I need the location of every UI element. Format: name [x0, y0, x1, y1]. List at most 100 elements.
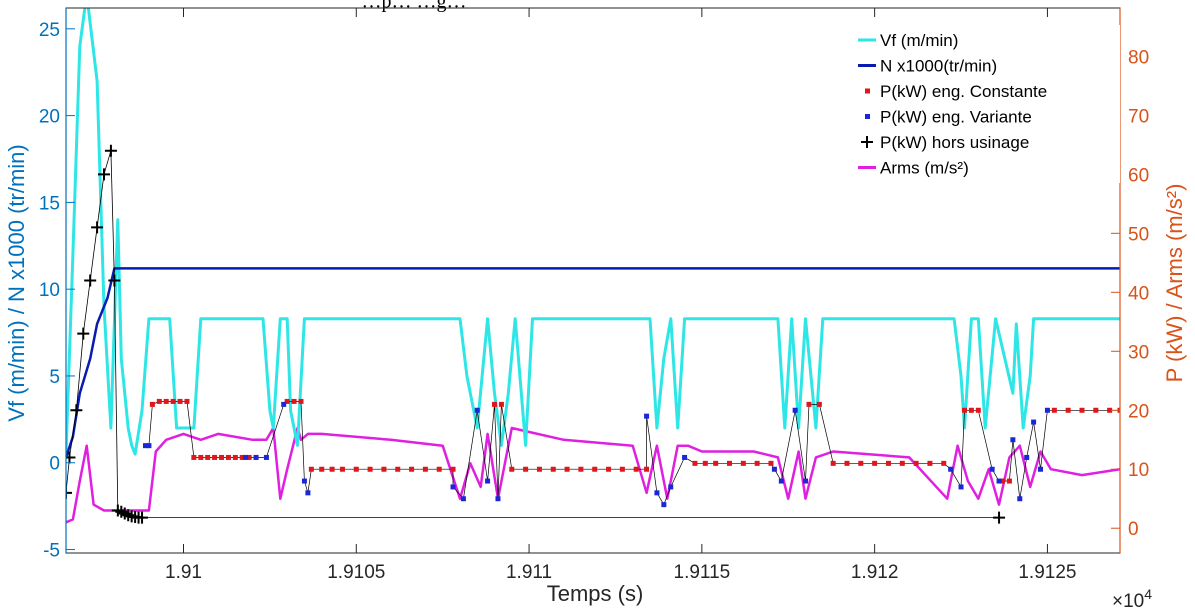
data-point: [968, 407, 974, 413]
data-point: [564, 466, 570, 472]
series-line: [66, 426, 1120, 524]
y-left-tick-label: 15: [39, 193, 60, 214]
data-point: [253, 454, 259, 460]
series-3: [142, 401, 1050, 508]
data-point: [1017, 496, 1023, 502]
legend-item: P(kW) eng. Constante: [865, 82, 1047, 101]
data-point: [989, 466, 995, 472]
data-point: [727, 460, 733, 466]
data-point: [436, 466, 442, 472]
series-layer: [66, 8, 1120, 524]
data-point: [1038, 466, 1044, 472]
legend-label: Vf (m/min): [880, 31, 958, 50]
data-point: [177, 398, 183, 404]
data-point: [1051, 407, 1057, 413]
legend-label: N x1000(tr/min): [880, 57, 997, 76]
data-point: [702, 460, 708, 466]
data-point: [232, 454, 238, 460]
legend-swatch: [861, 136, 873, 148]
data-point: [1031, 419, 1037, 425]
y-left-axis-label: Vf (m/min) / N x1000 (tr/min): [4, 144, 29, 421]
data-point: [170, 398, 176, 404]
data-point: [98, 168, 111, 181]
legend-swatch: [865, 114, 870, 119]
data-point: [422, 466, 428, 472]
y-right-tick-label: 70: [1128, 106, 1149, 127]
y-left-tick-label: -5: [43, 541, 60, 562]
legend-label: P(kW) eng. Variante: [880, 108, 1032, 127]
data-point: [806, 401, 812, 407]
data-point: [885, 460, 891, 466]
data-point: [633, 466, 639, 472]
data-point: [305, 490, 311, 496]
data-point: [492, 401, 498, 407]
data-point: [284, 398, 290, 404]
series-1: [66, 267, 1120, 458]
data-point: [395, 466, 401, 472]
data-point: [156, 398, 162, 404]
data-point: [1107, 407, 1113, 413]
y-right-tick-label: 30: [1128, 342, 1149, 363]
data-point: [485, 478, 491, 484]
legend-label: P(kW) eng. Constante: [880, 82, 1047, 101]
data-point: [872, 460, 878, 466]
data-point: [219, 454, 225, 460]
data-point: [844, 460, 850, 466]
data-point: [84, 274, 97, 287]
data-point: [450, 484, 456, 490]
data-point: [1024, 454, 1030, 460]
data-point: [1006, 478, 1012, 484]
legend-box: [855, 25, 1120, 183]
x-tick-label: 1.91: [165, 562, 202, 583]
data-point: [619, 466, 625, 472]
x-tick-label: 1.9115: [674, 562, 731, 583]
x-axis-multiplier-exponent: 4: [1144, 586, 1152, 602]
data-point: [450, 466, 456, 472]
data-point: [768, 460, 774, 466]
data-point: [941, 460, 947, 466]
legend-label: P(kW) hors usinage: [880, 133, 1029, 152]
legend-item: Vf (m/min): [858, 31, 958, 50]
y-left-tick-label: 5: [49, 367, 60, 388]
data-point: [205, 454, 211, 460]
data-point: [243, 454, 249, 460]
legend-item: P(kW) eng. Variante: [865, 108, 1032, 127]
data-point: [460, 496, 466, 502]
series-5: [66, 426, 1120, 524]
data-point: [692, 460, 698, 466]
data-point: [1010, 437, 1016, 443]
data-point: [644, 413, 650, 419]
data-point: [830, 460, 836, 466]
x-tick-label: 1.912: [851, 562, 899, 583]
y-right-tick-label: 40: [1128, 283, 1149, 304]
data-point: [523, 466, 529, 472]
data-point: [792, 407, 798, 413]
data-point: [661, 502, 667, 508]
data-point: [644, 466, 650, 472]
data-point: [771, 466, 777, 472]
data-point: [163, 398, 169, 404]
legend-label: Arms (m/s²): [880, 159, 969, 178]
data-point: [606, 466, 612, 472]
x-tick-label: 1.9125: [1018, 562, 1076, 583]
x-axis-multiplier: ×104: [1112, 586, 1152, 609]
series-line: [66, 267, 1120, 458]
data-point: [996, 478, 1002, 484]
data-point: [198, 454, 204, 460]
axes-layer: 1.91 1.9105 1.911 1.9115 1.912 1.9125 -5 0 5 10 15…: [39, 8, 1149, 583]
data-point: [308, 466, 314, 472]
series-line: [66, 8, 1120, 456]
chart-title: …p… …g…: [362, 0, 467, 13]
data-point: [66, 486, 72, 499]
data-point: [509, 466, 515, 472]
data-point: [1065, 407, 1071, 413]
data-point: [654, 490, 660, 496]
data-point: [239, 454, 245, 460]
series-0: [66, 8, 1120, 456]
data-point: [578, 466, 584, 472]
data-point: [212, 454, 218, 460]
legend-item: N x1000(tr/min): [858, 57, 997, 76]
data-point: [474, 407, 480, 413]
data-point: [409, 466, 415, 472]
